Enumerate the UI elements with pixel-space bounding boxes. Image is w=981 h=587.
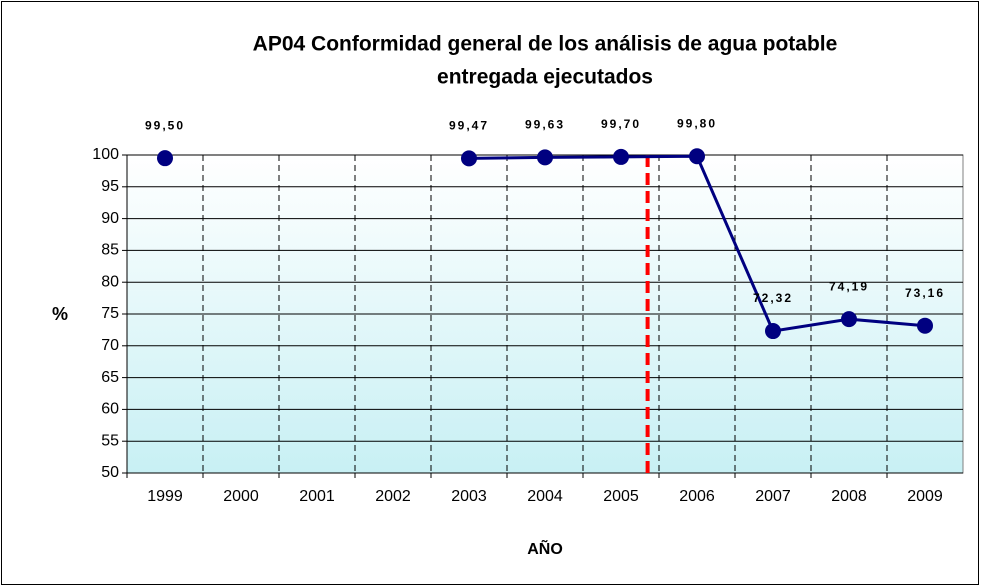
x-tick-label: 2006	[679, 488, 715, 505]
data-label: 99,80	[677, 116, 717, 130]
marker	[613, 148, 629, 165]
x-tick-label: 2009	[907, 488, 943, 505]
data-label: 74,19	[829, 279, 869, 293]
marker	[765, 323, 781, 340]
x-tick-label: 1999	[147, 488, 183, 505]
data-label: 99,47	[449, 119, 489, 133]
chart-title: entregada ejecutados	[437, 66, 653, 89]
x-tick-label: 2001	[299, 488, 335, 505]
y-tick-label: 65	[101, 369, 119, 386]
y-tick-label: 55	[101, 432, 119, 449]
data-label: 72,32	[753, 291, 793, 305]
data-label: 99,70	[601, 117, 641, 131]
x-axis-label: AÑO	[527, 538, 563, 558]
y-tick-label: 90	[101, 210, 119, 227]
x-tick-label: 2007	[755, 488, 791, 505]
x-tick-label: 2004	[527, 488, 563, 505]
y-tick-label: 75	[101, 305, 119, 322]
data-label: 99,50	[145, 118, 185, 132]
x-tick-label: 2003	[451, 488, 487, 505]
y-tick-label: 85	[101, 242, 119, 259]
chart-title: AP04 Conformidad general de los análisis…	[253, 33, 838, 56]
marker	[841, 311, 857, 328]
marker	[917, 317, 933, 334]
y-tick-label: 80	[101, 273, 119, 290]
y-tick-label: 100	[92, 146, 119, 163]
x-tick-label: 2002	[375, 488, 411, 505]
marker	[689, 148, 705, 165]
marker	[537, 149, 553, 166]
y-tick-label: 70	[101, 337, 119, 354]
x-tick-label: 2000	[223, 488, 259, 505]
x-tick-label: 2005	[603, 488, 639, 505]
y-tick-label: 95	[101, 178, 119, 195]
x-tick-label: 2008	[831, 488, 867, 505]
y-axis-label: %	[52, 304, 68, 324]
data-label: 99,63	[525, 118, 565, 132]
marker	[461, 150, 477, 167]
y-tick-label: 50	[101, 464, 119, 481]
marker	[157, 150, 173, 167]
y-tick-label: 60	[101, 401, 119, 418]
data-label: 73,16	[905, 286, 945, 300]
